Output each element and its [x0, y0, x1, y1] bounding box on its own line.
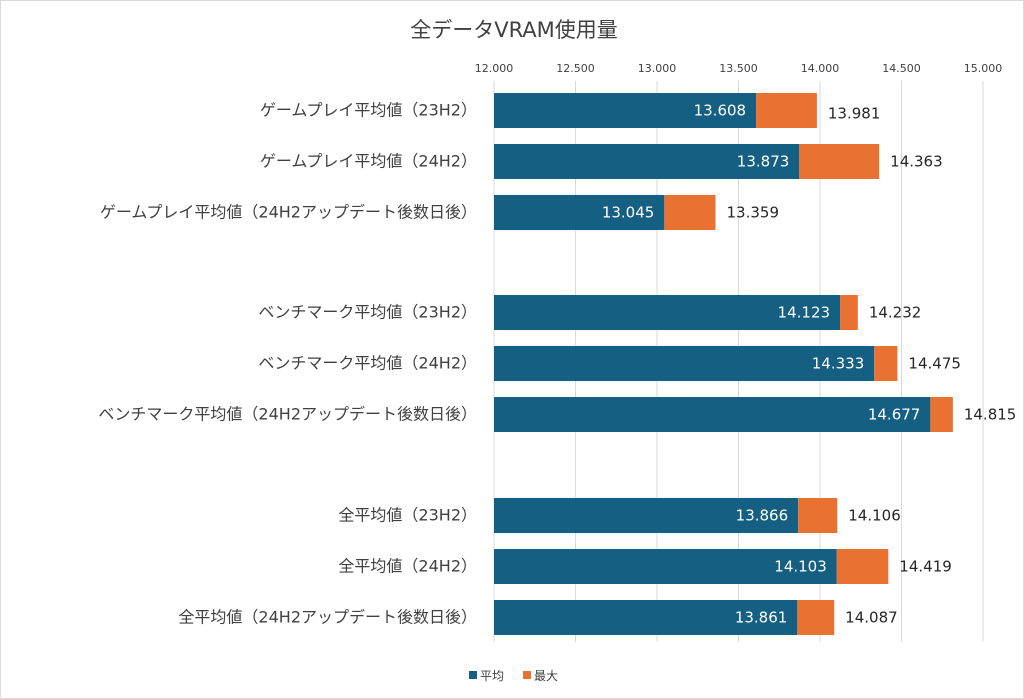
data-label-average: 14.333 — [812, 355, 865, 373]
data-label-max: 13.981 — [828, 105, 881, 123]
category-label: 全平均値（24H2） — [338, 557, 477, 576]
data-label-max: 14.087 — [845, 609, 898, 627]
bar-average — [494, 498, 799, 533]
category-labels: ゲームプレイ平均値（23H2） ゲームプレイ平均値（24H2） ゲームプレイ平均値（… — [98, 101, 477, 627]
data-label-max: 14.815 — [964, 406, 1017, 424]
chart-title: 全データVRAM使用量 — [410, 18, 618, 42]
x-tick-label: 12.500 — [556, 62, 595, 75]
data-label-average: 13.866 — [736, 507, 789, 525]
data-label-average: 13.873 — [737, 153, 790, 171]
data-label-average: 14.677 — [868, 406, 921, 424]
category-label: 全平均値（23H2） — [338, 506, 477, 525]
bar-max — [836, 549, 889, 584]
bar-average — [494, 144, 800, 179]
legend-swatch-average — [469, 671, 477, 679]
bar-average — [494, 346, 875, 381]
data-label-max: 14.232 — [869, 304, 922, 322]
x-tick-label: 13.000 — [638, 62, 677, 75]
category-label: ゲームプレイ平均値（24H2アップデート後数日後） — [100, 203, 477, 222]
data-label-max: 13.359 — [727, 204, 780, 222]
legend: 平均 最大 — [469, 669, 558, 683]
data-label-max: 14.419 — [899, 558, 952, 576]
legend-label-max: 最大 — [534, 669, 558, 683]
x-tick-label: 15.000 — [964, 62, 1003, 75]
bars: 13.608 13.981 13.873 14.363 13.045 13.359 14.1… — [494, 93, 1016, 635]
bar-max — [874, 346, 898, 381]
data-label-max: 14.106 — [848, 507, 901, 525]
data-label-average: 13.045 — [602, 204, 655, 222]
data-label-average: 14.103 — [774, 558, 827, 576]
category-label: ベンチマーク平均値（24H2） — [258, 354, 477, 373]
x-axis-ticks: 12.000 12.500 13.000 13.500 14.000 14.500 15.0… — [475, 62, 1003, 75]
bar-max — [840, 295, 858, 330]
legend-swatch-max — [523, 671, 531, 679]
x-tick-label: 14.000 — [801, 62, 840, 75]
x-tick-label: 14.500 — [882, 62, 921, 75]
bar-average — [494, 600, 798, 635]
bar-max — [797, 600, 835, 635]
category-label: ベンチマーク平均値（24H2アップデート後数日後） — [98, 405, 477, 424]
x-tick-label: 12.000 — [475, 62, 514, 75]
category-label: ゲームプレイ平均値（23H2） — [260, 101, 477, 120]
bar-max — [664, 195, 716, 230]
data-label-max: 14.363 — [890, 153, 943, 171]
bar-average — [494, 397, 931, 432]
bar-max — [930, 397, 953, 432]
legend-label-average: 平均 — [480, 669, 504, 683]
category-label: ゲームプレイ平均値（24H2） — [260, 152, 477, 171]
bar-max — [756, 93, 817, 128]
bar-max — [798, 498, 838, 533]
data-label-average: 13.608 — [694, 102, 747, 120]
x-tick-label: 13.500 — [719, 62, 758, 75]
bar-max — [799, 144, 880, 179]
data-label-average: 13.861 — [735, 609, 788, 627]
bar-average — [494, 295, 841, 330]
bar-average — [494, 195, 665, 230]
data-label-average: 14.123 — [778, 304, 831, 322]
bar-average — [494, 549, 837, 584]
category-label: 全平均値（24H2アップデート後数日後） — [178, 608, 477, 627]
bar-average — [494, 93, 757, 128]
data-label-max: 14.475 — [908, 355, 961, 373]
category-label: ベンチマーク平均値（23H2） — [258, 303, 477, 322]
